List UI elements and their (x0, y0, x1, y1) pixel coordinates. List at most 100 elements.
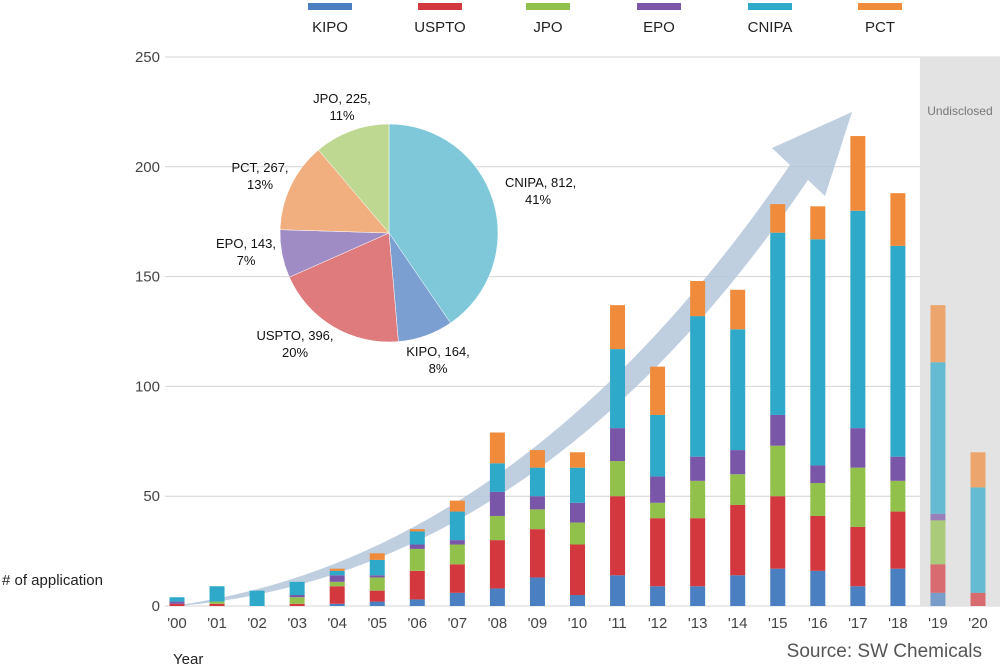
x-tick-label: '18 (888, 615, 908, 632)
bar-segment-kipo (529, 577, 545, 606)
bar-segment-uspto (409, 570, 425, 600)
bar-stack-01 (209, 586, 225, 606)
bar-segment-pct (369, 553, 385, 560)
bar-segment-uspto (770, 496, 786, 569)
pie-percent-epo: 7% (237, 253, 256, 268)
bar-segment-kipo (449, 592, 465, 606)
legend-swatch-epo (637, 3, 681, 10)
bar-segment-jpo (369, 577, 385, 591)
legend-label-epo: EPO (643, 19, 675, 36)
bar-segment-pct (890, 193, 906, 246)
bar-stack-09 (529, 450, 545, 606)
bar-segment-kipo (489, 588, 505, 606)
axes: 0 50 100 150 200 250 '00 '01 '02 '03 '04 '05 '06 '07 '… (135, 49, 988, 632)
bar-stack-10 (570, 452, 585, 606)
bar-stack-14 (730, 289, 746, 606)
legend-swatch-pct (858, 3, 902, 10)
bar-segment-cnipa (409, 531, 425, 545)
x-tick-label: '07 (448, 615, 468, 632)
bar-segment-epo (529, 496, 545, 510)
pie-slice-uspto (289, 232, 399, 343)
bar-segment-pct (570, 452, 585, 468)
x-tick-label: '17 (848, 615, 868, 632)
x-axis-title: Year (173, 651, 203, 668)
bar-segment-kipo (770, 568, 786, 606)
pie-label-uspto: USPTO, 396, (256, 328, 333, 343)
pie-chart: CNIPA, 812, 41% KIPO, 164, 8% USPTO, 396, 20%… (216, 91, 576, 376)
x-tick-label: '20 (968, 615, 988, 632)
x-tick-label: '01 (207, 615, 227, 632)
bar-segment-pct (650, 366, 666, 415)
bar-segment-jpo (650, 502, 666, 519)
bar-segment-jpo (890, 480, 906, 512)
bar-segment-cnipa (369, 559, 385, 576)
y-tick-label: 50 (143, 488, 160, 505)
bar-segment-kipo (930, 592, 946, 606)
bar-segment-cnipa (209, 586, 225, 602)
bar-segment-epo (369, 575, 385, 578)
bar-stack-08 (489, 432, 505, 606)
x-tick-label: '09 (528, 615, 548, 632)
legend-label-pct: PCT (865, 19, 895, 36)
bar-stack-00 (169, 597, 185, 606)
bar-segment-uspto (850, 526, 866, 587)
x-tick-label: '19 (928, 615, 948, 632)
bar-segment-kipo (650, 586, 666, 606)
bar-segment-kipo (369, 601, 385, 606)
bar-segment-uspto (329, 586, 345, 604)
bar-segment-epo (850, 428, 866, 468)
bar-segment-kipo (890, 568, 906, 606)
bar-segment-uspto (890, 511, 906, 569)
bar-segment-epo (650, 476, 666, 503)
bar-segment-cnipa (449, 511, 465, 541)
bar-segment-jpo (329, 581, 345, 587)
bar-segment-cnipa (650, 414, 666, 477)
bar-segment-cnipa (249, 590, 265, 606)
pie-label-epo: EPO, 143, (216, 236, 276, 251)
bar-segment-kipo (850, 586, 866, 606)
x-tick-label: '00 (167, 615, 187, 632)
bar-segment-pct (690, 280, 706, 317)
x-tick-label: '05 (367, 615, 387, 632)
bar-segment-epo (930, 513, 946, 521)
bar-segment-pct (489, 432, 505, 464)
bar-segment-cnipa (169, 597, 185, 602)
bar-segment-epo (329, 575, 345, 582)
legend-label-cnipa: CNIPA (748, 19, 793, 36)
y-tick-label: 200 (135, 159, 160, 176)
bar-segment-kipo (570, 595, 585, 606)
bar-segment-epo (570, 502, 585, 523)
bar-stack-20 (970, 452, 986, 606)
legend-swatch-uspto (418, 3, 462, 10)
bar-segment-kipo (730, 575, 746, 606)
bar-stack-02 (249, 590, 265, 606)
legend-swatch-cnipa (748, 3, 792, 10)
x-tick-label: '02 (247, 615, 267, 632)
bar-segment-jpo (690, 480, 706, 519)
bar-segment-jpo (850, 467, 866, 527)
pie-label-kipo: KIPO, 164, (406, 344, 470, 359)
bar-segment-jpo (449, 544, 465, 565)
x-tick-label: '10 (568, 615, 588, 632)
bar-segment-jpo (289, 597, 305, 604)
bar-segment-pct (610, 305, 626, 350)
bar-segment-uspto (690, 518, 706, 587)
y-tick-label: 0 (152, 598, 160, 615)
x-tick-label: '12 (648, 615, 668, 632)
bar-segment-epo (169, 601, 185, 604)
bar-segment-pct (930, 305, 946, 363)
bar-segment-kipo (810, 570, 826, 606)
legend-swatch-jpo (526, 3, 570, 10)
bar-segment-pct (970, 452, 986, 488)
bar-stack-17 (850, 136, 866, 606)
bar-segment-epo (770, 414, 786, 446)
x-tick-label: '14 (728, 615, 748, 632)
bar-segment-kipo (690, 586, 706, 606)
bar-segment-jpo (209, 601, 225, 604)
bar-segment-uspto (489, 540, 505, 589)
bar-segment-pct (730, 289, 746, 330)
bar-stack-04 (329, 568, 345, 606)
bar-segment-kipo (329, 603, 345, 606)
undisclosed-label: Undisclosed (927, 104, 992, 118)
bar-segment-epo (489, 491, 505, 516)
